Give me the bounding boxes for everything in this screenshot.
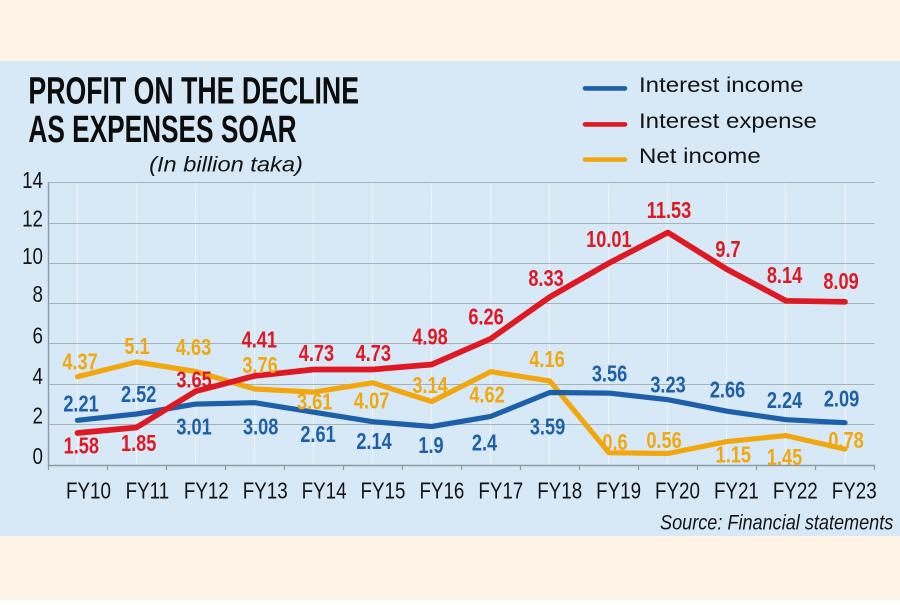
svg-text:3.56: 3.56: [592, 361, 627, 387]
svg-text:0: 0: [33, 443, 43, 470]
svg-text:14: 14: [22, 167, 43, 194]
svg-text:Interest income: Interest income: [639, 72, 804, 96]
svg-text:FY14: FY14: [302, 477, 347, 504]
svg-text:3.59: 3.59: [530, 414, 565, 440]
svg-text:1.45: 1.45: [767, 445, 803, 471]
svg-text:Net income: Net income: [639, 143, 761, 167]
svg-text:PROFIT ON THE DECLINE: PROFIT ON THE DECLINE: [28, 69, 359, 112]
svg-text:AS EXPENSES SOAR: AS EXPENSES SOAR: [28, 108, 296, 150]
svg-text:10.01: 10.01: [586, 227, 632, 253]
svg-text:1.58: 1.58: [64, 434, 99, 460]
svg-text:FY22: FY22: [773, 477, 818, 504]
svg-text:2.52: 2.52: [121, 382, 156, 408]
svg-text:2.66: 2.66: [710, 377, 745, 403]
svg-text:9.7: 9.7: [715, 237, 740, 263]
svg-text:4.62: 4.62: [469, 382, 504, 408]
svg-text:Source: Financial statements: Source: Financial statements: [660, 511, 893, 535]
svg-text:11.53: 11.53: [647, 198, 691, 224]
svg-text:2.4: 2.4: [472, 430, 498, 456]
svg-text:FY21: FY21: [714, 477, 759, 504]
svg-text:6: 6: [33, 323, 43, 350]
svg-text:8.33: 8.33: [528, 266, 563, 292]
svg-text:8: 8: [33, 281, 43, 308]
svg-text:2: 2: [33, 403, 43, 430]
svg-text:4.41: 4.41: [242, 328, 278, 354]
svg-text:10: 10: [22, 243, 43, 270]
svg-text:4.63: 4.63: [176, 335, 211, 361]
svg-text:1.9: 1.9: [418, 433, 443, 459]
svg-text:FY19: FY19: [596, 477, 641, 504]
svg-text:4.07: 4.07: [354, 389, 389, 415]
svg-text:2.21: 2.21: [63, 392, 99, 418]
svg-text:4.16: 4.16: [529, 347, 564, 373]
svg-text:FY17: FY17: [478, 477, 523, 504]
svg-text:FY15: FY15: [361, 477, 406, 504]
svg-text:FY16: FY16: [419, 477, 464, 504]
svg-text:8.09: 8.09: [823, 269, 858, 295]
svg-text:FY11: FY11: [126, 477, 170, 504]
svg-text:3.65: 3.65: [176, 368, 212, 394]
svg-text:3.61: 3.61: [297, 390, 333, 416]
svg-text:1.85: 1.85: [121, 431, 157, 457]
svg-text:FY12: FY12: [184, 477, 229, 504]
svg-text:8.14: 8.14: [767, 263, 803, 289]
svg-text:3.08: 3.08: [243, 414, 278, 440]
svg-text:4: 4: [33, 363, 44, 390]
svg-text:0.78: 0.78: [828, 428, 863, 454]
svg-text:FY10: FY10: [66, 477, 111, 504]
svg-text:1.15: 1.15: [716, 442, 752, 468]
svg-text:4.98: 4.98: [412, 324, 447, 350]
svg-text:Interest expense: Interest expense: [639, 108, 817, 132]
svg-text:FY20: FY20: [655, 477, 700, 504]
svg-text:FY18: FY18: [537, 477, 582, 504]
svg-text:2.61: 2.61: [300, 422, 336, 448]
svg-text:2.14: 2.14: [356, 429, 392, 455]
svg-text:0.56: 0.56: [646, 428, 681, 454]
svg-text:(In billion taka): (In billion taka): [149, 152, 303, 176]
svg-text:12: 12: [22, 205, 43, 232]
svg-text:3.23: 3.23: [650, 372, 685, 398]
svg-text:4.37: 4.37: [62, 350, 97, 376]
svg-text:3.01: 3.01: [176, 414, 212, 440]
svg-text:3.14: 3.14: [412, 373, 448, 399]
svg-text:3.76: 3.76: [242, 353, 277, 379]
svg-text:2.24: 2.24: [767, 388, 803, 414]
svg-text:0.6: 0.6: [602, 430, 627, 456]
svg-text:6.26: 6.26: [468, 304, 503, 330]
svg-text:2.09: 2.09: [824, 386, 859, 412]
svg-text:4.73: 4.73: [299, 341, 334, 367]
svg-text:5.1: 5.1: [124, 334, 150, 360]
svg-text:FY13: FY13: [243, 477, 288, 504]
svg-text:FY23: FY23: [832, 477, 877, 504]
svg-text:4.73: 4.73: [356, 341, 391, 367]
